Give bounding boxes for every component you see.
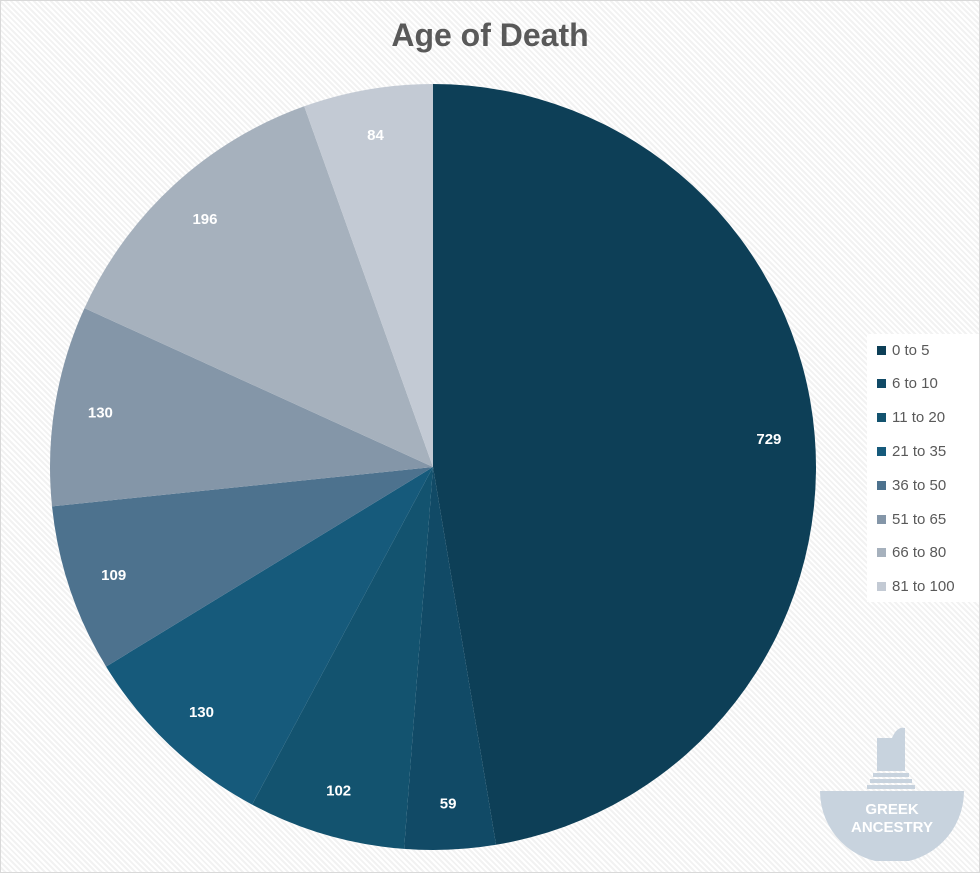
legend-swatch-icon <box>877 446 886 456</box>
legend-swatch-icon <box>877 345 886 355</box>
legend-label: 6 to 10 <box>892 375 938 393</box>
slice-value-label: 729 <box>756 431 781 448</box>
legend-label: 0 to 5 <box>892 341 930 359</box>
svg-text:ANCESTRY: ANCESTRY <box>851 819 933 836</box>
legend-swatch-icon <box>877 413 886 423</box>
slice-value-label: 102 <box>326 783 351 800</box>
pie-slice-66-to-80 <box>84 106 433 467</box>
slice-value-label: 130 <box>189 704 214 721</box>
pie-slice-21-to-35 <box>106 467 433 805</box>
legend-item: 66 to 80 <box>877 543 946 563</box>
legend-swatch-icon <box>877 514 886 524</box>
legend-item: 81 to 100 <box>877 577 955 597</box>
svg-text:GREEK: GREEK <box>865 801 919 818</box>
legend-label: 11 to 20 <box>892 409 946 427</box>
chart-title: Age of Death <box>391 17 589 53</box>
legend-label: 21 to 35 <box>892 442 947 460</box>
pie-slice-81-to-100 <box>304 84 433 467</box>
greek-ancestry-logo: GREEK ANCESTRY <box>820 727 964 861</box>
legend-item: 6 to 10 <box>877 374 938 394</box>
legend-swatch-icon <box>877 582 886 592</box>
legend-swatch-icon <box>877 379 886 389</box>
legend-label: 36 to 50 <box>892 476 947 494</box>
legend-swatch-icon <box>877 480 886 490</box>
legend-item: 0 to 5 <box>877 340 930 360</box>
pie-slice-36-to-50 <box>52 467 434 667</box>
legend-label: 81 to 100 <box>892 578 955 596</box>
slice-value-label: 59 <box>440 796 457 813</box>
legend-item: 21 to 35 <box>877 441 946 461</box>
slice-value-label: 196 <box>192 211 217 228</box>
pie-slice-11-to-20 <box>252 467 433 849</box>
legend-item: 36 to 50 <box>877 475 946 495</box>
legend-item: 11 to 20 <box>877 408 945 428</box>
slice-value-label: 130 <box>88 405 113 422</box>
legend: 0 to 5 6 to 10 11 to 20 21 to 35 36 to 50 51 … <box>867 334 979 602</box>
pie-slice-0-to-5 <box>433 83 817 845</box>
legend-item: 51 to 65 <box>877 509 946 529</box>
slice-value-label: 109 <box>101 567 126 584</box>
legend-label: 66 to 80 <box>892 544 947 562</box>
pie-slice-6-to-10 <box>404 467 497 851</box>
slice-value-label: 84 <box>367 127 384 144</box>
legend-swatch-icon <box>877 548 886 558</box>
legend-label: 51 to 65 <box>892 510 947 528</box>
pie-slice-51-to-65 <box>49 308 433 507</box>
